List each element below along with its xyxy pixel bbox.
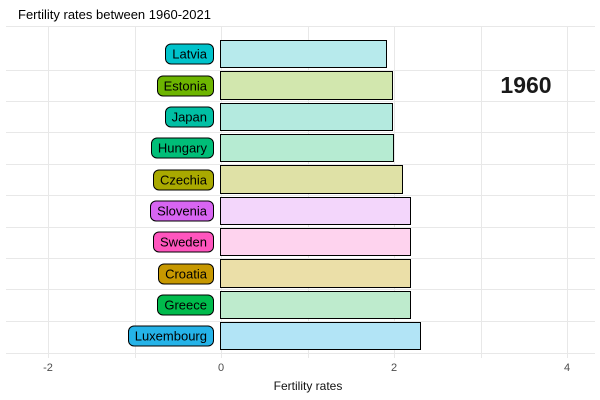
chart-title: Fertility rates between 1960-2021 xyxy=(18,7,211,22)
y-gridline xyxy=(6,320,595,322)
bar-japan xyxy=(220,102,394,131)
y-gridline xyxy=(6,257,595,259)
bar-slovenia xyxy=(220,196,412,226)
bar-czechia xyxy=(220,165,403,194)
x-gridline xyxy=(48,26,49,358)
country-label-luxembourg: Luxembourg xyxy=(127,325,214,347)
country-label-latvia: Latvia xyxy=(165,43,214,65)
country-label-sweden: Sweden xyxy=(153,231,214,253)
country-label-slovenia: Slovenia xyxy=(150,200,214,222)
country-label-japan: Japan xyxy=(164,106,214,128)
y-gridline xyxy=(6,132,595,134)
bar-estonia xyxy=(220,71,394,100)
y-gridline xyxy=(6,26,595,27)
country-label-hungary: Hungary xyxy=(150,137,214,159)
x-tick-label: -2 xyxy=(43,362,53,374)
bar-croatia xyxy=(220,259,412,288)
y-gridline xyxy=(6,352,595,354)
country-label-greece: Greece xyxy=(157,294,214,316)
y-gridline xyxy=(6,289,595,291)
y-gridline xyxy=(6,226,595,228)
x-tick-label: 4 xyxy=(563,362,571,374)
y-gridline xyxy=(6,195,595,197)
x-tick-label: 0 xyxy=(217,362,225,374)
country-label-estonia: Estonia xyxy=(156,75,214,96)
bar-luxembourg xyxy=(220,322,421,351)
x-gridline xyxy=(567,26,568,358)
x-gridline xyxy=(134,26,136,358)
y-gridline xyxy=(6,69,595,71)
bar-greece xyxy=(220,290,412,320)
country-label-czechia: Czechia xyxy=(153,169,214,191)
year-annotation: 1960 xyxy=(500,72,552,98)
y-gridline xyxy=(6,101,595,103)
x-tick-label: 2 xyxy=(390,362,398,374)
bar-sweden xyxy=(220,228,412,257)
bar-latvia xyxy=(220,40,388,69)
country-label-croatia: Croatia xyxy=(158,263,214,285)
x-axis-title: Fertility rates xyxy=(273,379,343,393)
y-gridline xyxy=(6,163,595,165)
x-gridline xyxy=(480,26,482,358)
bar-hungary xyxy=(220,134,394,163)
